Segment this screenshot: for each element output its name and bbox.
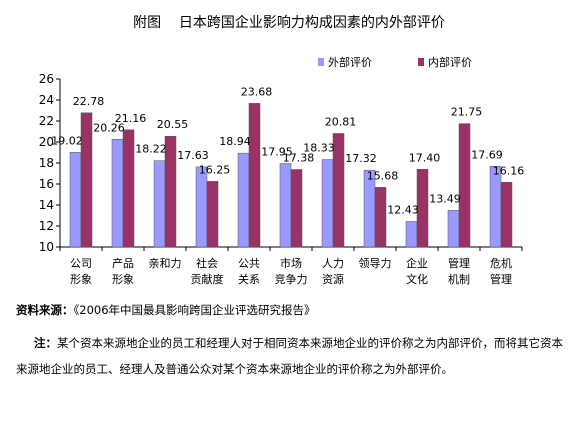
data-label-external: 17.32	[345, 152, 377, 165]
y-tick-label: 22	[39, 114, 54, 128]
bar-external	[237, 152, 250, 248]
figure-title: 附图 日本跨国企业影响力构成因素的内外部评价	[133, 15, 445, 31]
legend-label-internal: 内部评价	[428, 55, 472, 69]
data-label-external: 12.43	[387, 203, 419, 216]
data-label-external: 18.22	[135, 143, 167, 156]
data-label-internal: 23.68	[241, 85, 273, 98]
data-label-internal: 21.16	[115, 112, 147, 125]
x-category-label: 企业文化	[406, 256, 428, 286]
data-label-external: 17.69	[471, 148, 503, 161]
bar-internal	[332, 133, 345, 248]
data-label-external: 17.95	[261, 146, 293, 159]
bar-internal	[248, 103, 261, 248]
source-text: 《2006年中国最具影响跨国企业评选研究报告》	[73, 303, 316, 317]
data-label-external: 19.02	[51, 134, 83, 147]
bar-internal	[164, 135, 177, 248]
x-category-label: 危机管理	[490, 256, 512, 286]
bar-external	[447, 210, 460, 248]
data-label-external: 18.33	[303, 142, 335, 155]
y-tick-label: 14	[39, 198, 54, 212]
chart-legend: 外部评价 内部评价	[318, 55, 472, 69]
bar-external	[279, 163, 292, 248]
data-label-internal: 16.25	[199, 163, 231, 176]
bar-internal	[206, 181, 219, 248]
note-paragraph: 注：某个资本来源地企业的员工和经理人对于相同资本来源地企业的评价称之为内部评价，…	[16, 330, 568, 382]
data-label-internal: 21.75	[451, 106, 483, 119]
bar-internal	[416, 169, 429, 248]
bar-internal	[290, 169, 303, 248]
bar-external	[195, 166, 208, 248]
source-line: 资料来源：《2006年中国最具影响跨国企业评选研究报告》	[16, 302, 316, 318]
data-label-external: 18.94	[219, 135, 251, 148]
data-label-internal: 20.55	[157, 118, 189, 131]
data-label-internal: 17.40	[409, 151, 441, 164]
bar-internal	[500, 182, 513, 248]
x-category-label: 管理机制	[448, 256, 470, 286]
x-category-label: 产品形象	[112, 256, 134, 286]
data-label-internal: 17.38	[283, 152, 315, 165]
x-category-label: 公共关系	[238, 257, 260, 286]
bar-external	[405, 221, 418, 248]
data-label-internal: 22.78	[73, 95, 105, 108]
x-category-label: 公司形象	[70, 257, 92, 286]
data-label-external: 17.63	[177, 149, 209, 162]
bar-external	[489, 166, 502, 248]
source-label: 资料来源：	[16, 303, 74, 317]
y-tick-label: 16	[39, 177, 54, 191]
x-category-label: 人力资源	[322, 257, 344, 286]
bar-external	[153, 160, 166, 248]
chart-bars	[69, 103, 513, 248]
bar-internal	[80, 112, 93, 248]
data-label-external: 20.26	[93, 121, 125, 134]
data-label-internal: 16.16	[493, 164, 525, 177]
bar-external	[111, 139, 124, 248]
bar-internal	[374, 187, 387, 248]
bar-external	[69, 152, 82, 248]
y-tick-label: 26	[39, 72, 54, 86]
y-tick-label: 10	[39, 240, 54, 254]
legend-swatch-internal	[418, 58, 424, 66]
x-category-label: 领导力	[359, 257, 392, 270]
bar-external	[321, 159, 334, 248]
note-text: 某个资本来源地企业的员工和经理人对于相同资本来源地企业的评价称之为内部评价，而将…	[16, 336, 563, 376]
y-tick-label: 18	[39, 156, 54, 170]
data-label-external: 13.49	[429, 192, 461, 205]
note-label: 注：	[34, 336, 57, 350]
x-category-label: 亲和力	[149, 256, 182, 270]
data-label-internal: 20.81	[325, 115, 357, 128]
y-tick-label: 20	[39, 135, 54, 149]
legend-label-external: 外部评价	[328, 55, 372, 69]
data-label-internal: 15.68	[367, 169, 399, 182]
y-tick-label: 24	[39, 93, 54, 107]
chart-data-labels: 19.02 20.26 18.22 17.63 18.94 17.95 18.33 17.32…	[51, 85, 524, 216]
legend-swatch-external	[318, 58, 324, 66]
bar-internal	[122, 129, 135, 248]
x-category-label: 市场竞争力	[275, 256, 308, 286]
x-category-label: 社会贡献度	[191, 256, 224, 286]
bar-internal	[458, 123, 471, 248]
y-tick-label: 12	[39, 219, 54, 233]
